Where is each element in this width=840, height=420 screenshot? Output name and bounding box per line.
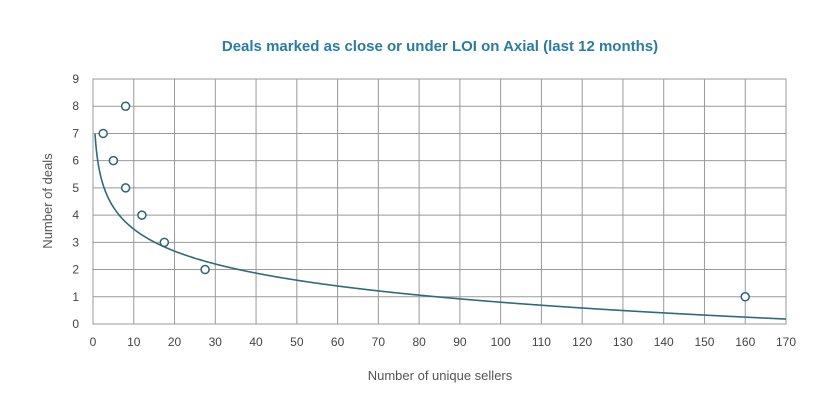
trendline <box>94 133 787 320</box>
x-tick-labels: 0 10 20 30 40 50 60 70 80 90 100 110 120 130 140 150 160… <box>90 335 797 349</box>
data-point <box>159 237 170 248</box>
x-tick-label: 100 <box>491 335 511 349</box>
x-tick-label: 130 <box>613 335 633 349</box>
y-tick-label: 8 <box>72 99 79 113</box>
x-tick-label: 70 <box>372 335 386 349</box>
x-tick-label: 20 <box>168 335 182 349</box>
data-point <box>108 155 119 166</box>
x-tick-label: 140 <box>654 335 674 349</box>
grid <box>92 78 787 325</box>
x-tick-label: 40 <box>249 335 263 349</box>
y-tick-label: 1 <box>72 290 79 304</box>
data-point <box>120 183 131 193</box>
x-tick-label: 10 <box>127 335 141 349</box>
data-point <box>740 292 750 302</box>
x-tick-label: 0 <box>90 335 97 349</box>
x-tick-label: 170 <box>776 335 796 349</box>
y-tick-label: 6 <box>72 154 79 168</box>
x-tick-label: 80 <box>412 335 426 349</box>
data-points <box>98 101 750 302</box>
plot-frame <box>92 78 787 325</box>
x-tick-label: 60 <box>331 335 345 349</box>
x-tick-label: 30 <box>209 335 223 349</box>
x-tick-label: 90 <box>453 335 467 349</box>
x-tick-label: 120 <box>572 335 592 349</box>
y-tick-label: 9 <box>72 72 79 86</box>
y-tick-label: 7 <box>72 126 79 140</box>
x-tick-label: 110 <box>532 335 551 349</box>
x-tick-label: 160 <box>735 335 755 349</box>
data-point <box>98 128 108 139</box>
data-point <box>120 101 131 111</box>
y-tick-label: 0 <box>72 317 79 331</box>
data-point <box>137 210 147 220</box>
data-point <box>200 264 210 275</box>
y-tick-label: 2 <box>72 263 79 277</box>
y-tick-labels: 0 1 2 3 4 5 6 7 8 9 <box>72 72 79 331</box>
x-tick-label: 150 <box>694 335 714 349</box>
y-tick-label: 3 <box>72 235 79 249</box>
chart-title: Deals marked as close or under LOI on Ax… <box>222 38 658 55</box>
y-tick-label: 4 <box>72 208 79 222</box>
y-axis-label: Number of deals <box>40 153 55 249</box>
x-tick-label: 50 <box>290 335 304 349</box>
x-axis-label: Number of unique sellers <box>368 368 513 383</box>
y-tick-label: 5 <box>72 181 79 195</box>
